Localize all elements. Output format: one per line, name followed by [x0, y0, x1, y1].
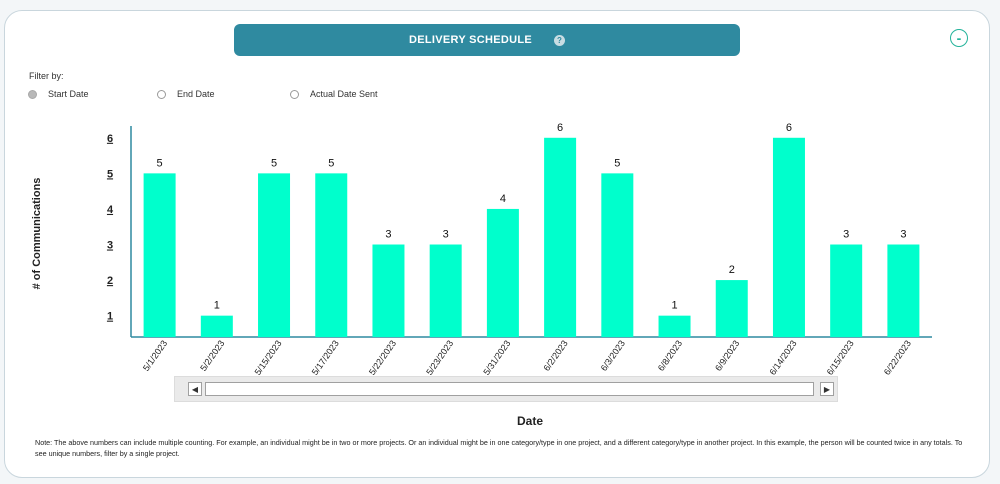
y-tick-label: 3 — [107, 240, 113, 252]
data-label: 5 — [614, 157, 620, 169]
filter-option-label: End Date — [177, 89, 215, 99]
bar — [715, 280, 748, 337]
y-tick-label: 6 — [107, 133, 113, 145]
data-label: 1 — [214, 300, 220, 312]
bar — [315, 173, 348, 337]
x-tick-label: 6/8/2023 — [656, 338, 684, 372]
chart-scrollbar[interactable]: ◀ ▶ — [174, 376, 838, 402]
x-tick-label: 5/15/2023 — [253, 338, 284, 377]
data-label: 5 — [271, 157, 277, 169]
x-tick-label: 6/9/2023 — [713, 338, 741, 372]
x-tick-label: 6/3/2023 — [599, 338, 627, 372]
x-tick-label: 5/23/2023 — [424, 338, 455, 377]
filter-option-actual-date-sent[interactable]: Actual Date Sent — [290, 89, 378, 99]
scroll-thumb[interactable] — [205, 382, 814, 396]
data-label: 6 — [786, 122, 792, 134]
x-tick-label: 6/14/2023 — [767, 338, 798, 377]
radio-selected-icon[interactable] — [28, 89, 37, 99]
bar — [258, 173, 291, 337]
title-bar: DELIVERY SCHEDULE ? — [234, 24, 740, 56]
collapse-button[interactable]: - — [950, 29, 968, 47]
footnote: Note: The above numbers can include mult… — [35, 438, 963, 458]
data-label: 4 — [500, 193, 506, 205]
filter-option-label: Actual Date Sent — [310, 89, 378, 99]
x-tick-label: 5/1/2023 — [141, 338, 169, 372]
bar — [887, 244, 920, 337]
bar — [429, 244, 462, 337]
x-tick-label: 6/22/2023 — [882, 338, 913, 377]
y-tick-label: 5 — [107, 168, 113, 180]
help-icon[interactable]: ? — [554, 34, 566, 46]
filter-option-label: Start Date — [48, 89, 89, 99]
y-tick-label: 1 — [107, 311, 113, 323]
bar — [830, 244, 863, 337]
x-tick-label: 5/22/2023 — [367, 338, 398, 377]
data-label: 3 — [443, 229, 449, 241]
bar — [772, 137, 805, 337]
data-label: 3 — [843, 229, 849, 241]
data-label: 3 — [900, 229, 906, 241]
scroll-right-icon[interactable]: ▶ — [820, 382, 834, 396]
data-label: 5 — [328, 157, 334, 169]
x-tick-label: 5/31/2023 — [481, 338, 512, 377]
scroll-left-icon[interactable]: ◀ — [188, 382, 202, 396]
x-tick-label: 6/2/2023 — [541, 338, 569, 372]
y-tick-label: 4 — [107, 204, 114, 216]
filter-label: Filter by: — [29, 71, 64, 81]
filter-option-end-date[interactable]: End Date — [157, 89, 215, 99]
bar — [658, 315, 691, 337]
page-title: DELIVERY SCHEDULE — [408, 34, 533, 46]
y-tick-label: 2 — [107, 275, 113, 287]
bar — [372, 244, 405, 337]
x-tick-label: 6/15/2023 — [825, 338, 856, 377]
x-axis-title: Date — [516, 414, 543, 428]
data-label: 6 — [557, 122, 563, 134]
x-tick-label: 5/17/2023 — [310, 338, 341, 377]
radio-icon[interactable] — [157, 89, 166, 99]
data-label: 2 — [729, 264, 735, 276]
filter-option-start-date[interactable]: Start Date — [28, 89, 89, 99]
y-axis-title: # of Communications — [31, 178, 43, 290]
bar — [601, 173, 634, 337]
bar — [143, 173, 176, 337]
radio-icon[interactable] — [290, 89, 299, 99]
data-label: 5 — [157, 157, 163, 169]
data-label: 1 — [671, 300, 677, 312]
data-label: 3 — [385, 229, 391, 241]
bar — [544, 137, 577, 337]
bar — [486, 208, 519, 337]
bar — [200, 315, 233, 337]
x-tick-label: 5/2/2023 — [198, 338, 226, 372]
